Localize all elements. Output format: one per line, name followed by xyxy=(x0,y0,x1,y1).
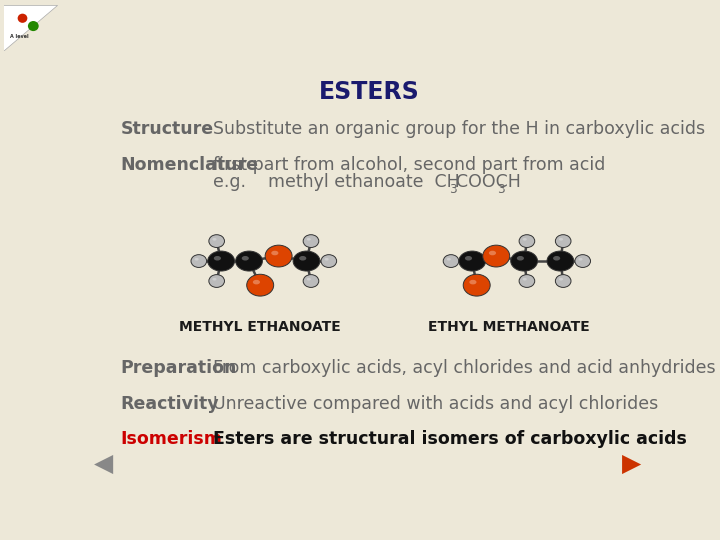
Ellipse shape xyxy=(212,238,217,241)
Ellipse shape xyxy=(510,251,538,271)
Ellipse shape xyxy=(578,258,582,261)
Text: e.g.    methyl ethanoate  CH: e.g. methyl ethanoate CH xyxy=(213,173,459,192)
Text: From carboxylic acids, acyl chlorides and acid anhydrides: From carboxylic acids, acyl chlorides an… xyxy=(213,359,716,377)
Ellipse shape xyxy=(307,238,311,241)
Text: Nomenclature: Nomenclature xyxy=(121,156,258,173)
Text: Isomerism: Isomerism xyxy=(121,430,222,448)
Ellipse shape xyxy=(303,275,319,287)
Text: ESTERS: ESTERS xyxy=(319,80,419,104)
Ellipse shape xyxy=(482,245,510,267)
Text: A level: A level xyxy=(11,34,29,39)
Ellipse shape xyxy=(17,14,27,23)
Ellipse shape xyxy=(523,238,527,241)
Ellipse shape xyxy=(519,235,535,247)
Text: Structure: Structure xyxy=(121,120,214,138)
Text: first part from alcohol, second part from acid: first part from alcohol, second part fro… xyxy=(213,156,605,173)
Ellipse shape xyxy=(517,256,524,260)
Ellipse shape xyxy=(194,258,199,261)
Text: Reactivity: Reactivity xyxy=(121,395,220,413)
Ellipse shape xyxy=(489,251,496,255)
Ellipse shape xyxy=(28,21,39,31)
Ellipse shape xyxy=(547,251,574,271)
Ellipse shape xyxy=(214,256,221,260)
Ellipse shape xyxy=(463,274,490,296)
Ellipse shape xyxy=(265,245,292,267)
Ellipse shape xyxy=(447,258,451,261)
Ellipse shape xyxy=(300,256,306,260)
Ellipse shape xyxy=(519,275,535,287)
Ellipse shape xyxy=(523,278,527,281)
Ellipse shape xyxy=(208,251,235,271)
Ellipse shape xyxy=(469,280,477,285)
Ellipse shape xyxy=(293,251,320,271)
Text: 3: 3 xyxy=(498,183,505,196)
Text: 3: 3 xyxy=(449,183,456,196)
Ellipse shape xyxy=(444,255,459,267)
Ellipse shape xyxy=(459,251,485,271)
Text: ▶: ▶ xyxy=(621,452,641,476)
Ellipse shape xyxy=(575,255,590,267)
Text: ◀: ◀ xyxy=(94,452,114,476)
Ellipse shape xyxy=(209,275,225,287)
Ellipse shape xyxy=(559,238,563,241)
Text: Esters are structural isomers of carboxylic acids: Esters are structural isomers of carboxy… xyxy=(213,430,687,448)
Text: COOCH: COOCH xyxy=(456,173,521,192)
Ellipse shape xyxy=(242,256,249,260)
Text: ETHYL METHANOATE: ETHYL METHANOATE xyxy=(428,320,590,334)
Ellipse shape xyxy=(559,278,563,281)
Ellipse shape xyxy=(303,235,319,247)
Ellipse shape xyxy=(321,255,337,267)
Ellipse shape xyxy=(191,255,207,267)
Ellipse shape xyxy=(555,235,571,247)
Ellipse shape xyxy=(209,235,225,247)
Ellipse shape xyxy=(253,280,260,285)
Ellipse shape xyxy=(247,274,274,296)
Ellipse shape xyxy=(212,278,217,281)
Ellipse shape xyxy=(555,275,571,287)
Polygon shape xyxy=(4,5,58,51)
Text: Preparation: Preparation xyxy=(121,359,237,377)
Ellipse shape xyxy=(325,258,329,261)
Ellipse shape xyxy=(235,251,262,271)
Text: METHYL ETHANOATE: METHYL ETHANOATE xyxy=(179,320,341,334)
Text: Substitute an organic group for the H in carboxylic acids: Substitute an organic group for the H in… xyxy=(213,120,705,138)
Ellipse shape xyxy=(465,256,472,260)
Text: Unreactive compared with acids and acyl chlorides: Unreactive compared with acids and acyl … xyxy=(213,395,658,413)
Ellipse shape xyxy=(271,251,279,255)
Ellipse shape xyxy=(553,256,560,260)
Ellipse shape xyxy=(307,278,311,281)
